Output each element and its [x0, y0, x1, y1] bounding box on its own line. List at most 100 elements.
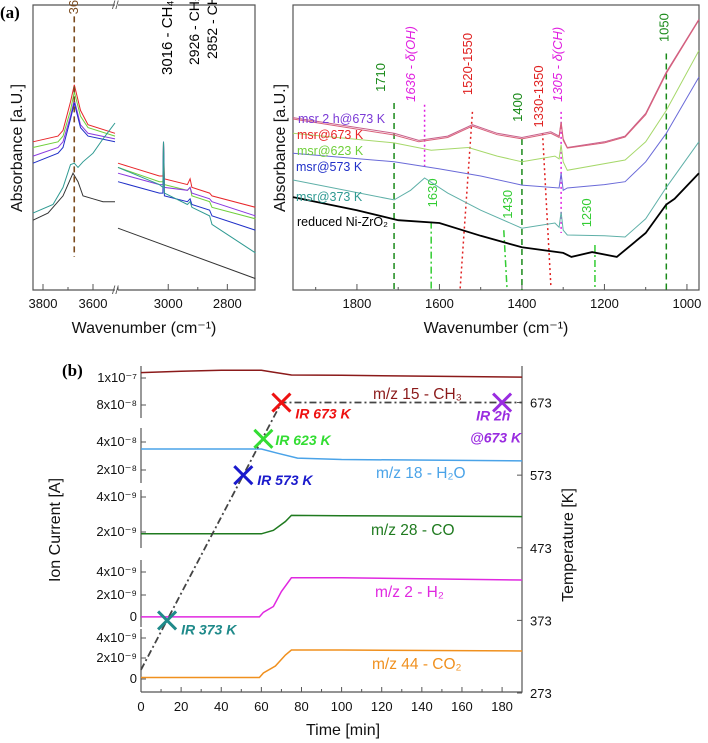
band-label-1400: 1400 [510, 93, 525, 122]
x-tick-label: 1000 [672, 296, 701, 311]
band-label-1520-1550: 1520-1550 [460, 33, 475, 95]
spectrum-line-3 [292, 76, 700, 192]
y-tick-label: 0 [130, 609, 137, 624]
y-tick-label: 2x10⁻⁹ [96, 587, 137, 602]
y-axis-label-a-left: Absorbance [a.U.] [9, 84, 26, 212]
ion-current-trace-0 [140, 369, 523, 378]
spectrum-line-low-5 [117, 227, 256, 280]
ir-marker-x-icon-4 [492, 392, 513, 413]
spectrum-line-1 [292, 19, 700, 149]
y-tick-label: 4x10⁻⁸ [96, 434, 137, 449]
axis-break-bottom: // [112, 283, 119, 297]
panel-label-a: (a) [0, 3, 20, 22]
y-tick-label: 2x10⁻⁸ [96, 462, 137, 477]
spectrum-line-low-0 [117, 141, 256, 208]
x-tick-label: 1400 [507, 296, 536, 311]
x-tick-label: 120 [371, 699, 393, 714]
x-tick-label: 3800 [29, 296, 58, 311]
band-label-1430: 1430 [500, 190, 515, 219]
x-tick-label: 140 [411, 699, 433, 714]
x-tick-label: 1800 [342, 296, 371, 311]
legend-label-4: msr@373 K [296, 190, 363, 204]
x-tick-label: 1200 [590, 296, 619, 311]
x-tick-label: 40 [214, 699, 228, 714]
legend-label-3: msr@573 K [296, 160, 363, 174]
legend-label-0: msr 2 h@673 K [298, 112, 386, 126]
axis-break-top: // [112, 0, 119, 12]
trace-label-1: m/z 18 - H₂O [376, 465, 466, 482]
y2-tick-label: 473 [530, 541, 552, 556]
x-axis-label-b: Time [min] [306, 722, 380, 739]
y2-tick-label: 373 [530, 613, 552, 628]
band-label-1305: 1305 - δ(CH) [550, 27, 565, 102]
x-axis-label-a-left: Wavenumber (cm⁻¹) [72, 320, 217, 337]
y2-axis-label-b: Temperature [K] [560, 488, 577, 602]
x-tick-label: 100 [331, 699, 353, 714]
peak-label-2926: 2926 - CH₃ [186, 0, 202, 65]
ir-marker-x-icon-2 [253, 428, 274, 449]
ion-current-trace-4 [141, 649, 523, 679]
peak-label-2852: 2852 - CH₂ [204, 0, 220, 59]
ion-current-trace-3 [141, 577, 523, 618]
y-tick-label: 4x10⁻⁹ [96, 630, 137, 645]
ir-marker-label-3: IR 673 K [295, 406, 351, 422]
y-tick-label: 2x10⁻⁹ [96, 524, 137, 539]
spectrum-line-low-3 [117, 141, 256, 231]
ir-marker-label2-4: @673 K [470, 430, 522, 446]
spectrum-line-2 [292, 50, 700, 171]
y2-tick-label: 573 [530, 468, 552, 483]
y-axis-label-b: Ion Current [A] [47, 478, 64, 582]
spectrum-line-low-1 [117, 141, 256, 220]
spectrum-line-high-5 [32, 172, 115, 221]
legend-label-1: msr@673 K [297, 128, 364, 142]
ir-marker-x-icon-0 [157, 610, 178, 631]
spectrum-line-high-2 [32, 99, 116, 157]
axes-frame-a-left [32, 4, 256, 291]
x-tick-label: 1600 [425, 296, 454, 311]
trace-label-0: m/z 15 - CH₃ [373, 386, 462, 403]
x-tick-label: 3000 [154, 296, 183, 311]
ion-current-trace-2 [141, 514, 523, 535]
trace-label-2: m/z 28 - CO [371, 522, 455, 539]
y-tick-label: 1x10⁻⁷ [97, 370, 137, 385]
spectrum-line-high-3 [32, 102, 116, 164]
x-tick-label: 180 [491, 699, 513, 714]
band-label-1230: 1230 [579, 198, 594, 227]
spectrum-line-low-2 [117, 141, 256, 217]
ir-marker-label-2: IR 623 K [275, 432, 331, 448]
y-tick-label: 2x10⁻⁹ [96, 650, 137, 665]
spectrum-line-high-0 [32, 84, 116, 143]
legend-label-2: msr@623 K [297, 144, 364, 158]
ir-marker-label-0: IR 373 K [181, 621, 237, 637]
x-tick-label: 20 [174, 699, 188, 714]
y-tick-label: 8x10⁻⁸ [96, 397, 137, 412]
x-tick-label: 0 [137, 699, 144, 714]
x-tick-label: 60 [254, 699, 268, 714]
spectrum-line-4 [292, 141, 700, 238]
band-label-1636: 1636 - δ(OH) [403, 26, 418, 102]
peak-label-3675: 3675 [66, 0, 81, 14]
panel-label-b: (b) [62, 361, 83, 380]
band-line-1430 [503, 230, 508, 291]
spectrum-line-high-4 [32, 122, 116, 214]
ir-marker-x-icon-3 [271, 392, 292, 413]
x-tick-label: 80 [294, 699, 308, 714]
ir-marker-label-4: IR 2h [476, 408, 510, 424]
x-tick-label: 160 [451, 699, 473, 714]
band-label-1330-1350: 1330-1350 [531, 65, 546, 127]
trace-label-4: m/z 44 - CO₂ [372, 656, 462, 673]
spectrum-line-high-1 [32, 91, 116, 148]
x-tick-label: 3600 [79, 296, 108, 311]
x-tick-label: 2800 [213, 296, 242, 311]
ir-marker-label-1: IR 573 K [257, 472, 313, 488]
legend-label-5: reduced Ni-ZrO₂ [297, 215, 388, 229]
ion-current-trace-1 [141, 448, 523, 462]
y2-tick-label: 273 [530, 686, 552, 701]
band-line-1330-1350 [541, 133, 552, 286]
peak-label-3016: 3016 - CH₄ [159, 1, 176, 76]
x-axis-label-a-right: Wavenumber (cm⁻¹) [424, 320, 569, 337]
y-tick-label: 0 [130, 671, 137, 686]
spectrum-line-5 [292, 172, 700, 258]
y2-tick-label: 673 [530, 396, 552, 411]
